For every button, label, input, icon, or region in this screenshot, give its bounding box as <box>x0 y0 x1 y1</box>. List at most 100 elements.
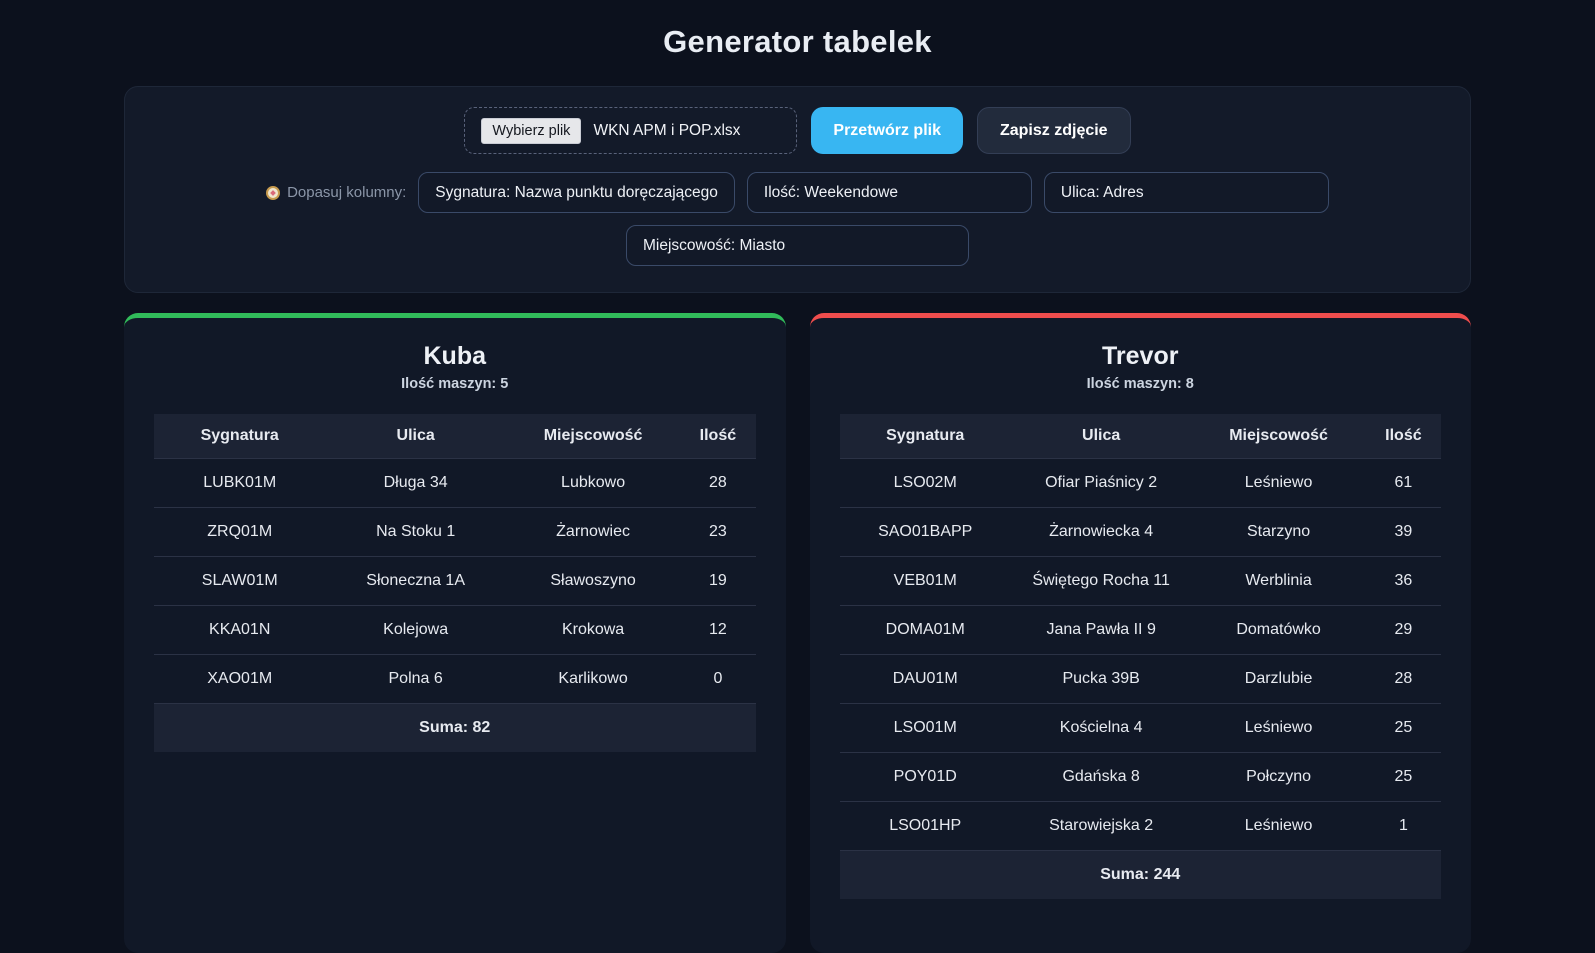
table-cell: Domatówko <box>1191 605 1366 655</box>
table-row: DAU01M Pucka 39B Darzlubie 28 <box>839 654 1441 704</box>
table-row: KKA01N Kolejowa Krokowa 12 <box>154 605 756 655</box>
table-cell: Leśniewo <box>1191 801 1366 851</box>
table-cell: LSO01HP <box>839 801 1011 851</box>
table-cell: DAU01M <box>839 654 1011 704</box>
table-row: SAO01BAPP Żarnowiecka 4 Starzyno 39 <box>839 507 1441 557</box>
column-header: Ilość <box>680 414 756 459</box>
sum-row: Suma: 82 <box>154 703 756 752</box>
table-cell: Na Stoku 1 <box>325 507 506 557</box>
machine-count-label: Ilość maszyn: 5 <box>401 376 509 392</box>
mapping-pill-sygnatura[interactable]: Sygnatura: Nazwa punktu doręczającego <box>418 172 735 213</box>
employee-name: Kuba <box>423 342 487 370</box>
table-row: ZRQ01M Na Stoku 1 Żarnowiec 23 <box>154 507 756 557</box>
mapping-pill-miejscowosc[interactable]: Miejscowość: Miasto <box>626 225 969 266</box>
table-cell: 39 <box>1365 507 1441 557</box>
table-cell: 36 <box>1365 556 1441 606</box>
table-row: XAO01M Polna 6 Karlikowo 0 <box>154 654 756 704</box>
compass-icon <box>266 185 281 200</box>
table-cell: LUBK01M <box>154 458 326 508</box>
table-cell: XAO01M <box>154 654 326 704</box>
table-cell: 29 <box>1365 605 1441 655</box>
table-body: LUBK01M Długa 34 Lubkowo 28 ZRQ01M Na Stoku 1… <box>154 458 756 704</box>
machines-table: Sygnatura Ulica Miejscowość Ilość LUBK01M Dłu… <box>154 414 756 752</box>
table-cell: Słoneczna 1A <box>325 556 506 606</box>
table-cell: Karlikowo <box>505 654 681 704</box>
header-row: Sygnatura Ulica Miejscowość Ilość <box>154 414 756 459</box>
column-header: Ilość <box>1365 414 1441 459</box>
table-foot: Suma: 244 <box>839 850 1441 899</box>
employee-name: Trevor <box>1102 342 1179 370</box>
mapping-pill-ilosc[interactable]: Ilość: Weekendowe <box>746 172 1032 213</box>
table-cell: POY01D <box>839 752 1011 802</box>
upload-panel: Wybierz plik WKN APM i POP.xlsx Przetwór… <box>124 86 1471 293</box>
table-cell: Starowiejska 2 <box>1010 801 1192 851</box>
table-cell: 19 <box>680 556 756 606</box>
table-cell: Połczyno <box>1191 752 1366 802</box>
map-columns-label-wrap: Dopasuj kolumny: <box>266 184 406 201</box>
column-header: Ulica <box>1010 414 1192 459</box>
table-cell: Świętego Rocha 11 <box>1010 556 1192 606</box>
table-row: LSO01HP Starowiejska 2 Leśniewo 1 <box>839 801 1441 851</box>
table-cell: Lubkowo <box>505 458 681 508</box>
map-columns-label: Dopasuj kolumny: <box>287 184 407 201</box>
table-cell: Żarnowiec <box>505 507 681 557</box>
table-cell: Kolejowa <box>325 605 506 655</box>
save-image-button[interactable]: Zapisz zdjęcie <box>976 107 1131 154</box>
header-row: Sygnatura Ulica Miejscowość Ilość <box>839 414 1441 459</box>
table-cell: LSO01M <box>839 703 1011 753</box>
file-input[interactable]: Wybierz plik WKN APM i POP.xlsx <box>464 107 798 154</box>
process-file-button[interactable]: Przetwórz plik <box>811 107 963 154</box>
mapping-pill-ulica[interactable]: Ulica: Adres <box>1043 172 1329 213</box>
table-cell: Leśniewo <box>1191 703 1366 753</box>
table-cell: 28 <box>680 458 756 508</box>
column-header: Ulica <box>325 414 506 459</box>
table-cell: Ofiar Piaśnicy 2 <box>1010 458 1192 508</box>
table-cell: 25 <box>1365 752 1441 802</box>
employee-card: Kuba Ilość maszyn: 5 Sygnatura Ulica Miejsco… <box>124 313 786 953</box>
table-row: DOMA01M Jana Pawła II 9 Domatówko 29 <box>839 605 1441 655</box>
table-cell: 61 <box>1365 458 1441 508</box>
table-cell: SAO01BAPP <box>839 507 1011 557</box>
table-cell: Darzlubie <box>1191 654 1366 704</box>
table-row: VEB01M Świętego Rocha 11 Werblinia 36 <box>839 556 1441 606</box>
table-cell: Kościelna 4 <box>1010 703 1192 753</box>
table-row: LUBK01M Długa 34 Lubkowo 28 <box>154 458 756 508</box>
table-cell: Gdańska 8 <box>1010 752 1192 802</box>
table-row: LSO02M Ofiar Piaśnicy 2 Leśniewo 61 <box>839 458 1441 508</box>
table-foot: Suma: 82 <box>154 703 756 752</box>
column-header: Sygnatura <box>839 414 1011 459</box>
table-cell: Pucka 39B <box>1010 654 1192 704</box>
table-body: LSO02M Ofiar Piaśnicy 2 Leśniewo 61 SAO01BAP… <box>839 458 1441 851</box>
table-cell: Długa 34 <box>325 458 506 508</box>
table-cell: Żarnowiecka 4 <box>1010 507 1192 557</box>
table-cell: Starzyno <box>1191 507 1366 557</box>
table-head: Sygnatura Ulica Miejscowość Ilość <box>154 414 756 459</box>
table-cell: VEB01M <box>839 556 1011 606</box>
sum-label: Suma: 244 <box>839 850 1441 899</box>
table-cell: Jana Pawła II 9 <box>1010 605 1192 655</box>
column-header: Sygnatura <box>154 414 326 459</box>
table-cell: ZRQ01M <box>154 507 326 557</box>
employee-card: Trevor Ilość maszyn: 8 Sygnatura Ulica Miejs… <box>809 313 1471 953</box>
choose-file-button[interactable]: Wybierz plik <box>481 117 582 144</box>
table-cell: LSO02M <box>839 458 1011 508</box>
table-cell: 28 <box>1365 654 1441 704</box>
table-cell: SLAW01M <box>154 556 326 606</box>
table-cell: DOMA01M <box>839 605 1011 655</box>
table-cell: Sławoszyno <box>505 556 681 606</box>
table-cell: 0 <box>680 654 756 704</box>
file-name-label: WKN APM i POP.xlsx <box>593 121 741 139</box>
table-cell: 23 <box>680 507 756 557</box>
table-cell: 12 <box>680 605 756 655</box>
column-header: Miejscowość <box>1191 414 1366 459</box>
table-cell: Krokowa <box>505 605 681 655</box>
table-cell: Werblinia <box>1191 556 1366 606</box>
table-row: LSO01M Kościelna 4 Leśniewo 25 <box>839 703 1441 753</box>
table-cell: Polna 6 <box>325 654 506 704</box>
machine-count-label: Ilość maszyn: 8 <box>1086 376 1194 392</box>
page-title: Generator tabelek <box>663 24 932 59</box>
table-cell: 1 <box>1365 801 1441 851</box>
file-row: Wybierz plik WKN APM i POP.xlsx Przetwór… <box>145 107 1450 154</box>
column-mapping-row-2: Miejscowość: Miasto <box>145 225 1450 266</box>
table-cell: 25 <box>1365 703 1441 753</box>
